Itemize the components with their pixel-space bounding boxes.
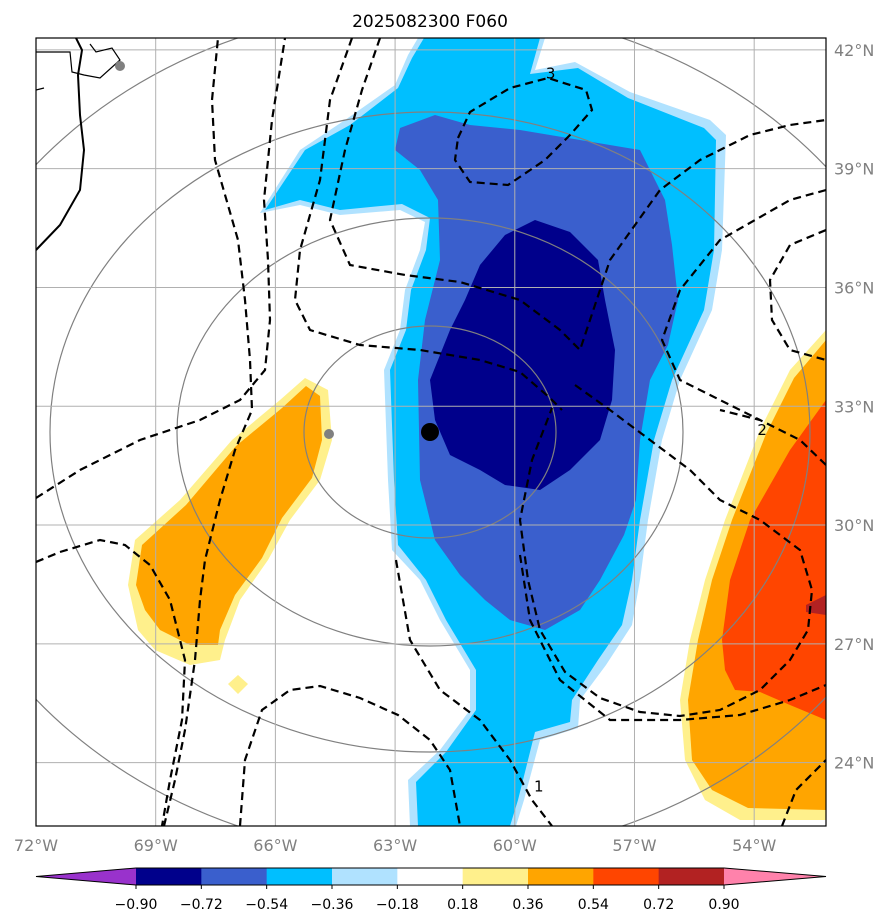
colorbar-tick-label: 0.90: [708, 897, 739, 913]
lat-tick-label: 42°N: [834, 41, 874, 60]
colorbar-tick-label: 0.36: [512, 897, 543, 913]
colorbar-bin: [266, 868, 333, 885]
contour-label: 3: [546, 65, 556, 83]
longitude-tick-labels: 72°W 69°W 66°W 63°W 60°W 57°W 54°W: [14, 836, 777, 855]
colorbar-bin: [658, 868, 725, 885]
island-marker: [324, 429, 334, 439]
colorbar-bin: [332, 868, 398, 885]
colorbar-bin: [528, 868, 594, 885]
colorbar-tick-label: 0.54: [578, 897, 609, 913]
contour-labels: 3 2 1: [534, 65, 767, 796]
lon-tick-label: 54°W: [732, 836, 776, 855]
map-frame: [35, 37, 827, 827]
colorbar-tick-label: −0.72: [180, 897, 223, 913]
positive-anomaly-east: [680, 330, 826, 820]
gridlines: [36, 38, 826, 826]
dashed-contours: [36, 38, 826, 826]
lon-tick-label: 69°W: [134, 836, 178, 855]
lon-tick-label: 63°W: [373, 836, 417, 855]
colorbar-tick-label: −0.90: [115, 897, 158, 913]
colorbar-tick-label: 0.72: [643, 897, 674, 913]
lat-tick-label: 24°N: [834, 754, 874, 773]
colorbar-bin: [136, 868, 202, 885]
colorbar-tick-label: −0.18: [376, 897, 419, 913]
colorbar: −0.90 −0.72 −0.54 −0.36 −0.18 0.18 0.36 0.54 0.7…: [35, 867, 827, 913]
lon-tick-label: 72°W: [14, 836, 58, 855]
colorbar-extend-low: [36, 868, 136, 885]
coastline: [36, 38, 121, 251]
lat-tick-label: 27°N: [834, 635, 874, 654]
lat-tick-label: 30°N: [834, 516, 874, 535]
station-marker: [115, 61, 125, 71]
lon-tick-label: 66°W: [253, 836, 297, 855]
range-rings: [36, 38, 826, 826]
lon-tick-label: 60°W: [493, 836, 537, 855]
colorbar-bin: [593, 868, 660, 885]
colorbar-tick-label: −0.36: [311, 897, 354, 913]
colorbar-tick-label: −0.54: [245, 897, 288, 913]
colorbar-tick-label: 0.18: [447, 897, 478, 913]
lat-tick-label: 33°N: [834, 397, 874, 416]
latitude-tick-labels: 42°N 39°N 36°N 33°N 30°N 27°N 24°N: [834, 41, 874, 773]
contour-label: 1: [534, 777, 544, 795]
storm-center-marker: [421, 423, 439, 441]
positive-anomaly-west: [128, 378, 332, 694]
colorbar-bin: [462, 868, 529, 885]
map-area: 3 2 1: [36, 38, 826, 826]
colorbar-bin: [397, 868, 464, 885]
colorbar-bin: [201, 868, 268, 885]
lat-tick-label: 39°N: [834, 160, 874, 179]
lon-tick-label: 57°W: [612, 836, 656, 855]
colorbar-extend-high: [724, 868, 826, 885]
chart-title: 2025082300 F060: [352, 12, 508, 32]
lat-tick-label: 36°N: [834, 278, 874, 297]
contour-label: 2: [757, 421, 767, 439]
